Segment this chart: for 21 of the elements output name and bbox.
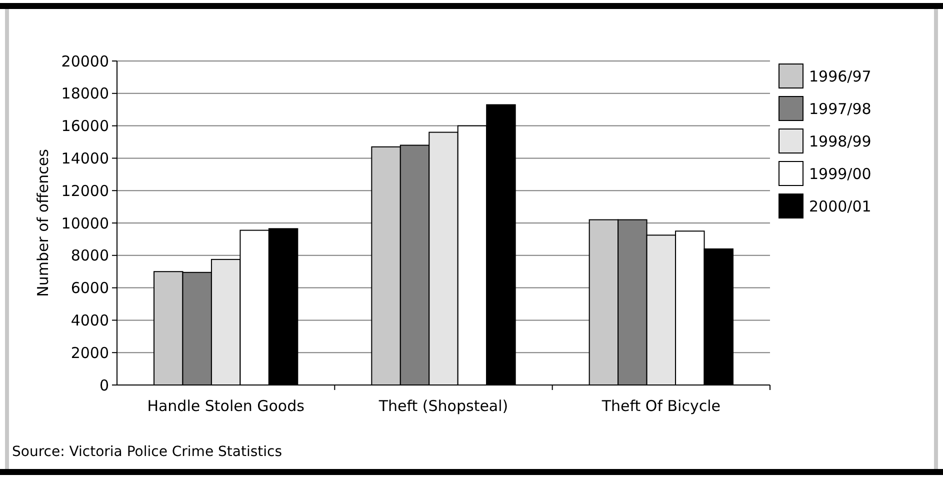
- y-tick-label: 2000: [70, 344, 109, 362]
- y-tick-label: 10000: [61, 214, 109, 232]
- y-tick-label: 18000: [61, 84, 109, 103]
- y-tick-label: 16000: [61, 117, 109, 136]
- y-tick-label: 6000: [70, 279, 109, 298]
- legend-label: 1996/97: [809, 67, 872, 86]
- legend-label: 2000/01: [809, 197, 872, 216]
- legend-label: 1999/00: [809, 164, 872, 183]
- y-axis-title: Number of offences: [34, 148, 52, 297]
- y-tick-label: 14000: [61, 149, 109, 168]
- y-tick-label: 20000: [61, 52, 109, 70]
- y-tick-label: 8000: [70, 246, 109, 265]
- x-tick-label: Theft (Shopsteal): [378, 397, 508, 415]
- x-tick-label: Theft Of Bicycle: [600, 397, 720, 415]
- legend-label: 1997/98: [809, 100, 872, 118]
- y-tick-label: 12000: [61, 182, 109, 200]
- legend-label: 1998/99: [809, 132, 872, 150]
- y-tick-label: 4000: [70, 311, 109, 330]
- x-tick-label: Handle Stolen Goods: [147, 397, 305, 415]
- source-note: Source: Victoria Police Crime Statistics: [12, 444, 282, 460]
- y-tick-label: 0: [99, 376, 109, 394]
